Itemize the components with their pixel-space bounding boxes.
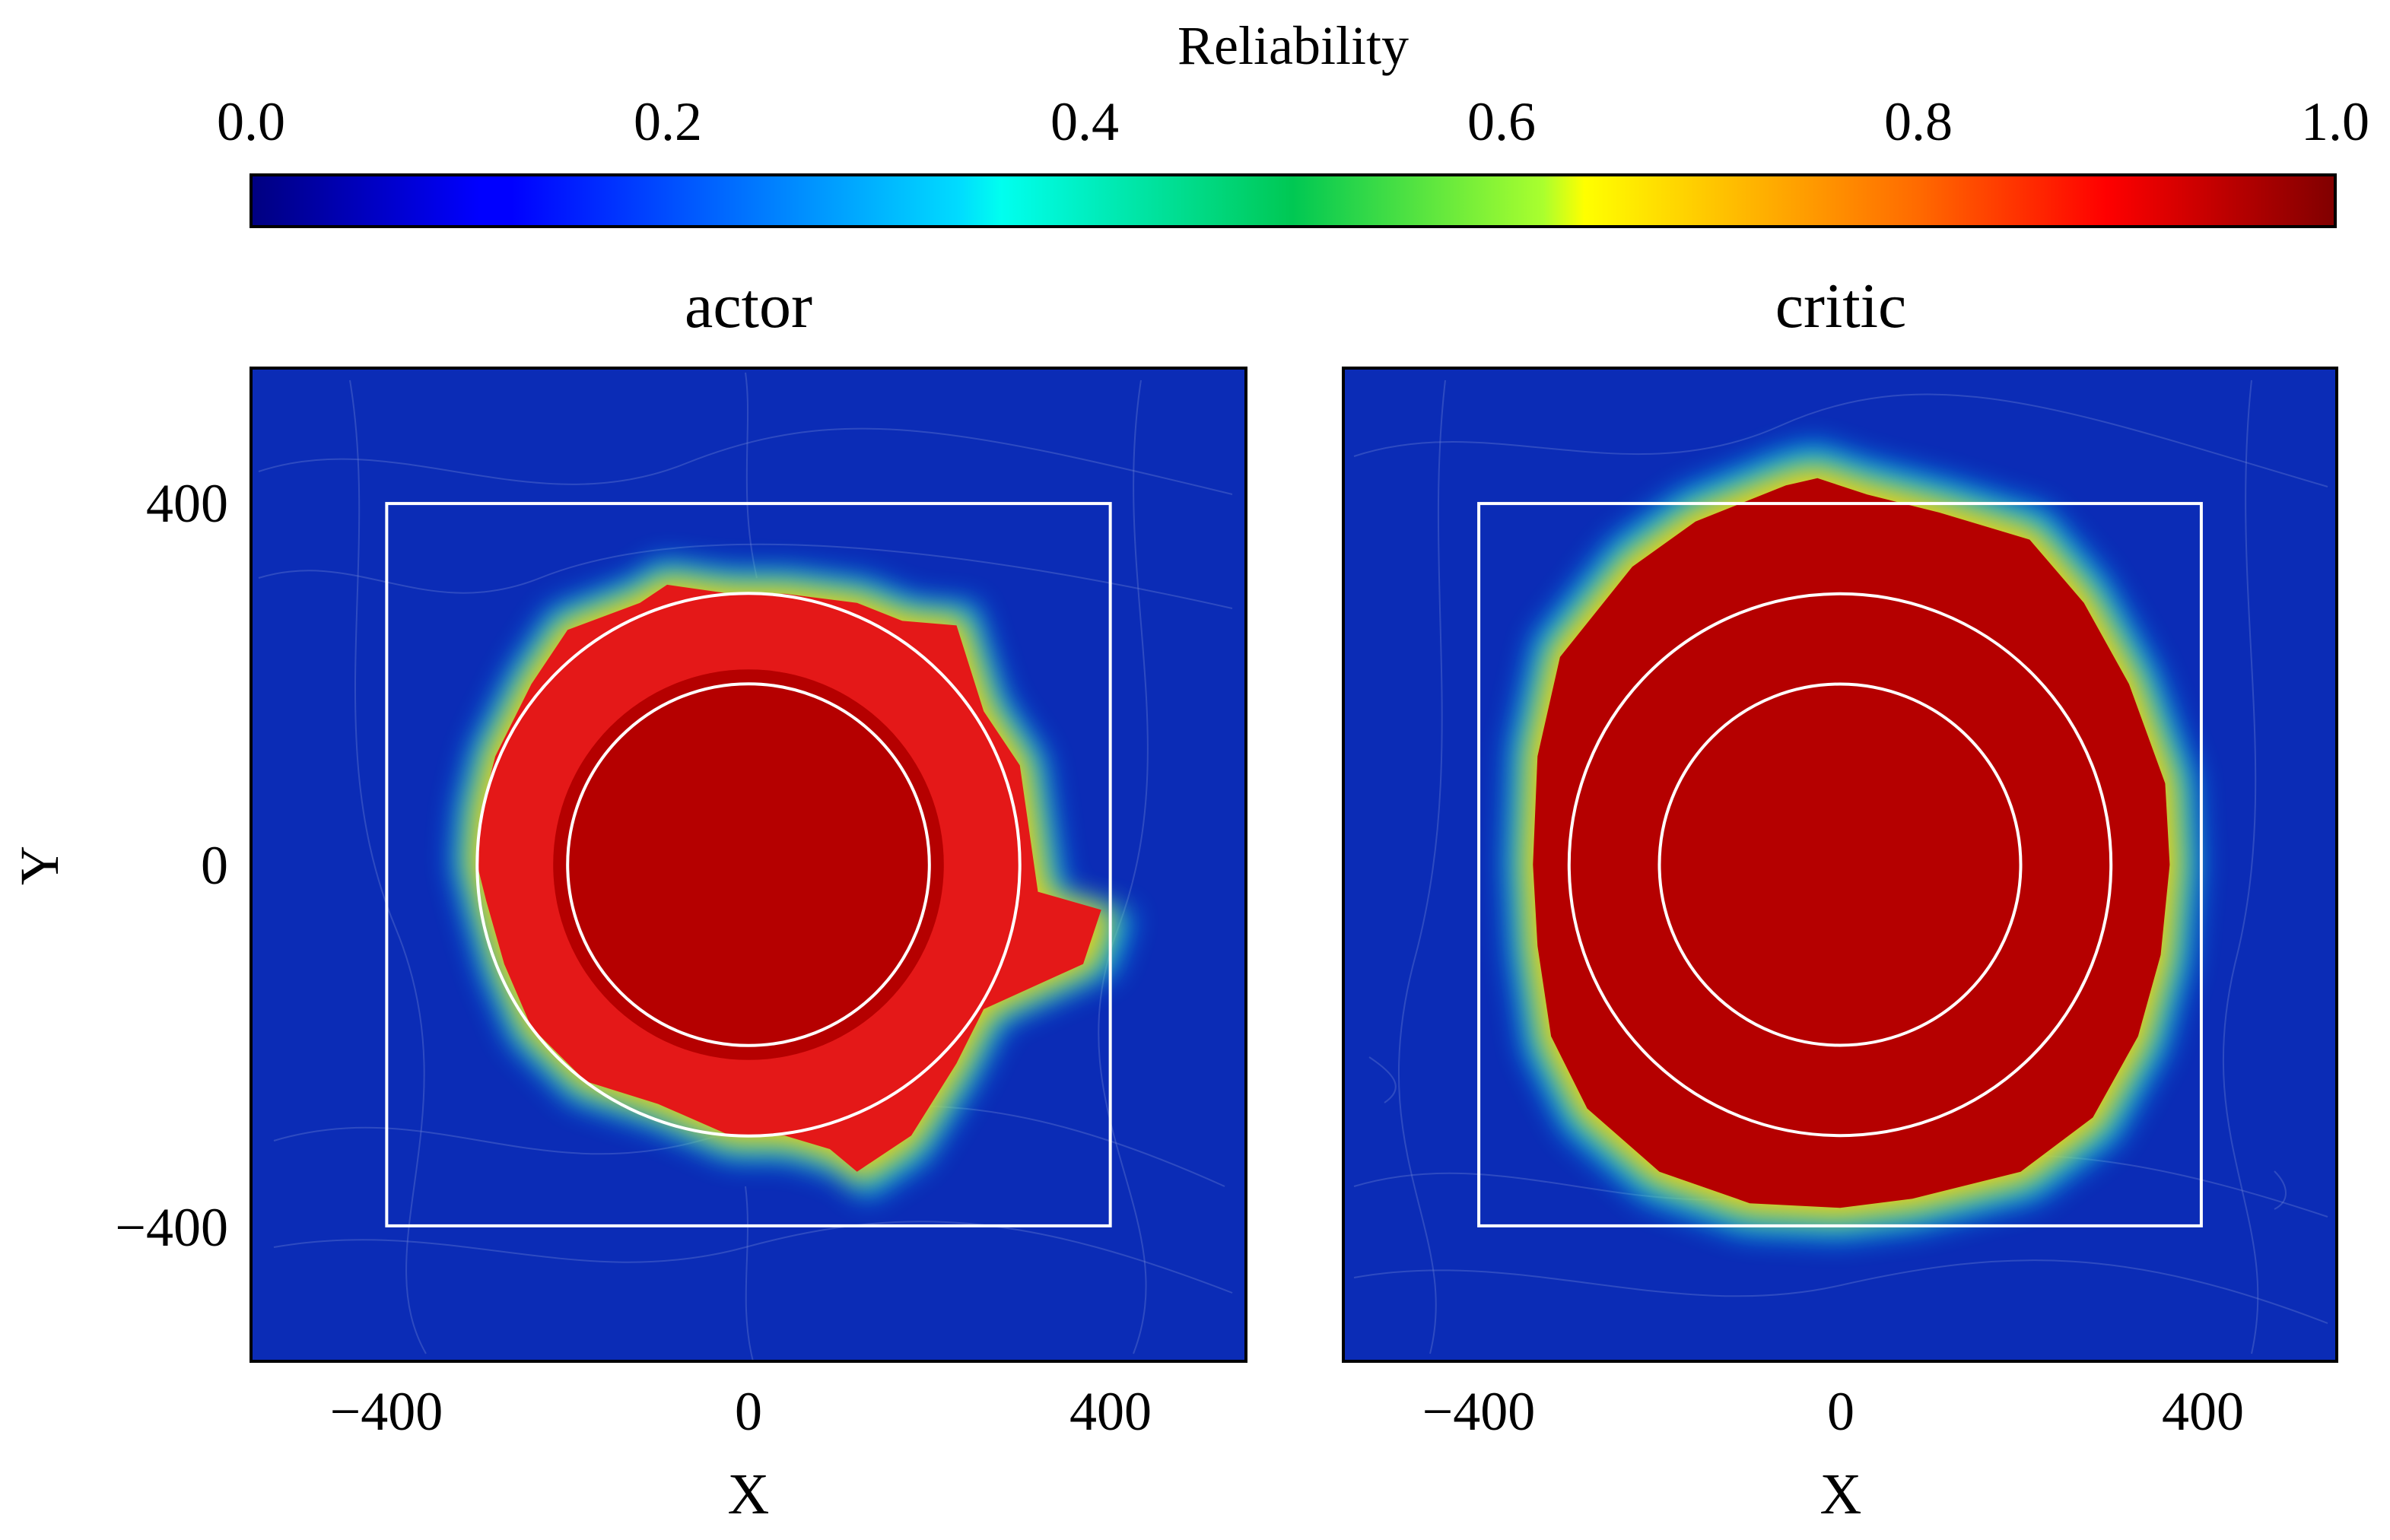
x-tick-label-minus-400-critic: −400: [1422, 1381, 1536, 1442]
colorbar-tick-5: 1.0: [2301, 91, 2369, 152]
x-tick-label-0-critic: 0: [1827, 1381, 1854, 1442]
reliability-region-actor: [453, 559, 1133, 1199]
y-tick-label-400: 400: [146, 473, 228, 534]
x-tick-label-0-actor: 0: [735, 1381, 762, 1442]
panel-actor: actor: [9, 271, 1247, 1526]
y-tick-label-0: 0: [201, 835, 228, 896]
guide-square-critic: [1477, 502, 2203, 1227]
reliability-region-critic: [1505, 443, 2200, 1239]
contour-lines-critic: [1353, 379, 2328, 1354]
guide-circle-small-actor: [566, 682, 931, 1047]
guide-circle-large-critic: [1567, 592, 2113, 1138]
panel-title-critic: critic: [1775, 271, 1907, 341]
colorbar: Reliability 0.0 0.2 0.4 0.6 0.8 1.0: [217, 15, 2369, 228]
axes-frame-actor: [249, 367, 1247, 1363]
guide-circle-small-critic: [1657, 682, 2023, 1047]
x-axis-label-actor: X: [728, 1462, 770, 1526]
region-inner-core-actor: [553, 669, 944, 1060]
x-axis-critic: −400 0 400 X: [1422, 1381, 2244, 1526]
y-axis-label: Y: [9, 846, 70, 885]
panel-critic: critic −400 0: [1342, 271, 2338, 1526]
colorbar-ticks: 0.0 0.2 0.4 0.6 0.8 1.0: [217, 91, 2369, 152]
colorbar-label: Reliability: [1178, 15, 1409, 76]
colorbar-gradient: [249, 173, 2337, 228]
x-axis-label-critic: X: [1820, 1462, 1862, 1526]
y-axis-actor: Y 400 0 −400: [9, 473, 228, 1258]
colorbar-tick-1: 0.2: [634, 91, 702, 152]
guide-square-actor: [385, 502, 1112, 1227]
x-tick-label-400-critic: 400: [2162, 1381, 2244, 1442]
region-core-critic: [1533, 478, 2170, 1208]
x-tick-label-400-actor: 400: [1069, 1381, 1152, 1442]
colorbar-tick-4: 0.8: [1884, 91, 1953, 152]
x-tick-label-minus-400-actor: −400: [330, 1381, 443, 1442]
x-axis-actor: −400 0 400 X: [330, 1381, 1152, 1526]
colorbar-tick-2: 0.4: [1050, 91, 1119, 152]
colorbar-tick-3: 0.6: [1467, 91, 1536, 152]
axes-frame-critic: [1342, 367, 2338, 1363]
panel-title-actor: actor: [685, 271, 812, 341]
y-tick-label-minus-400: −400: [115, 1197, 228, 1258]
colorbar-tick-0: 0.0: [217, 91, 285, 152]
guide-circle-large-actor: [475, 592, 1022, 1138]
